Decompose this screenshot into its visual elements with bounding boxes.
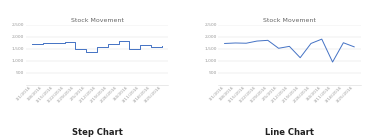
Title: Stock Movement: Stock Movement bbox=[263, 18, 316, 23]
Text: Step Chart: Step Chart bbox=[71, 128, 123, 137]
Title: Stock Movement: Stock Movement bbox=[71, 18, 123, 23]
Text: Line Chart: Line Chart bbox=[265, 128, 314, 137]
